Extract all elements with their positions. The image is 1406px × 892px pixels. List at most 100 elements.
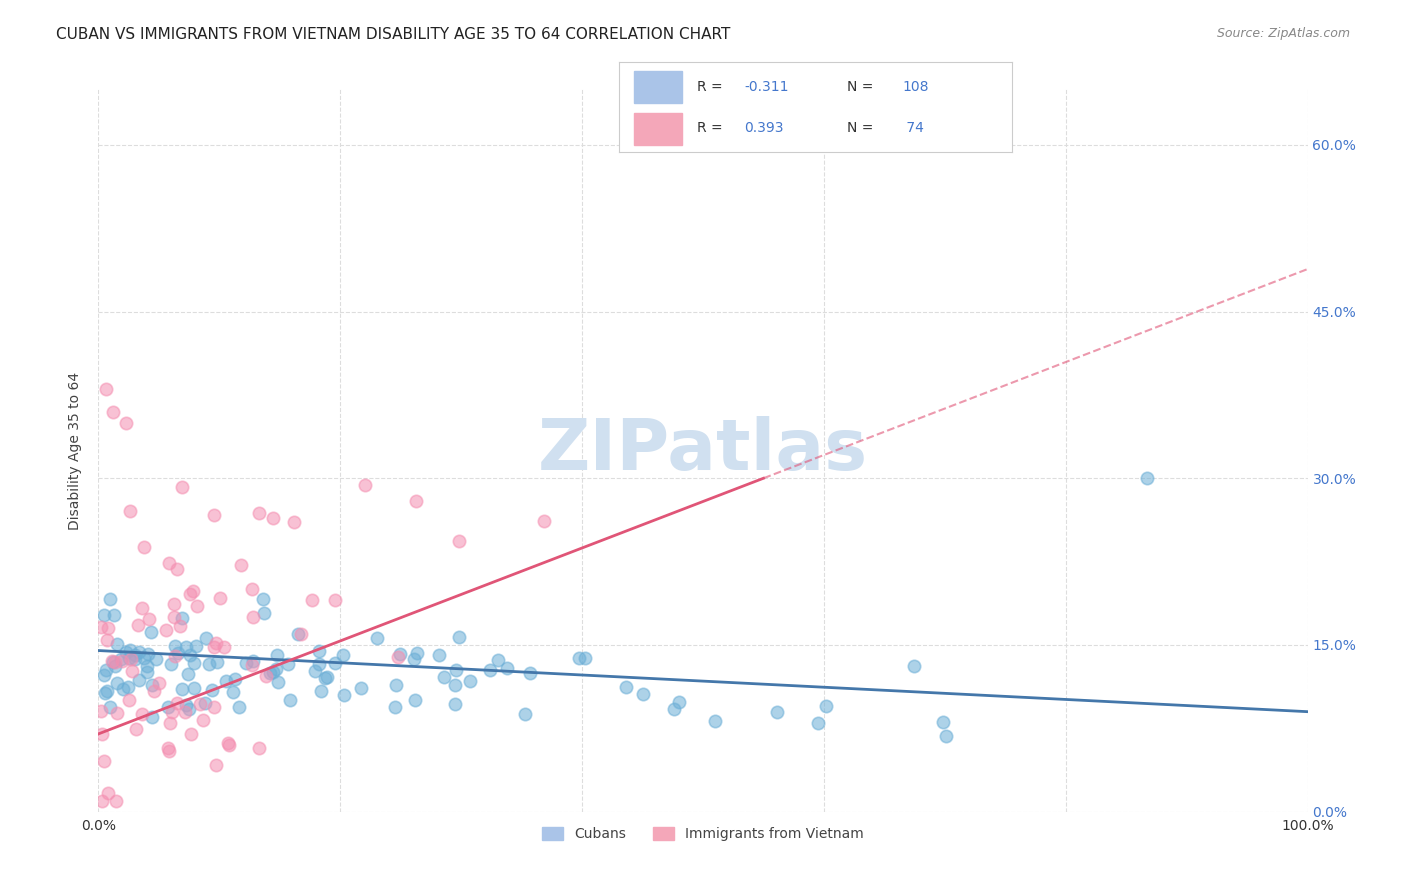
Point [98,592,121,607]
Point [664,702,686,716]
Point [143,683,166,698]
Point [204,635,226,649]
Point [404,693,426,707]
Point [247,506,270,520]
Point [173,705,195,719]
Point [90,704,112,718]
Point [197,657,219,671]
Point [304,664,326,678]
Point [208,591,231,605]
Point [222,685,245,699]
Point [332,648,354,662]
Point [117,680,139,694]
Point [228,699,250,714]
Point [217,735,239,749]
Point [160,657,183,672]
Point [101,404,124,418]
Point [97,621,120,635]
Point [568,650,591,665]
Point [314,671,336,685]
Point [167,647,190,661]
Point [136,647,159,661]
Point [444,697,467,711]
Point [105,637,128,651]
Point [333,689,356,703]
Text: Source: ZipAtlas.com: Source: ZipAtlas.com [1216,27,1350,40]
Point [180,727,202,741]
Point [262,665,284,679]
Point [308,657,330,672]
Point [160,705,183,719]
Point [163,640,186,654]
Point [283,515,305,529]
Text: N =: N = [846,79,877,94]
FancyBboxPatch shape [634,113,682,145]
Point [98,700,121,714]
Point [266,648,288,662]
Point [235,656,257,670]
Point [118,651,141,665]
Point [224,672,246,686]
Point [427,648,450,662]
Text: N =: N = [846,120,877,135]
Point [1135,471,1157,485]
Point [405,646,427,660]
Point [202,508,225,523]
Point [264,662,287,676]
Point [278,692,301,706]
Text: -0.311: -0.311 [745,79,789,94]
Point [166,562,188,576]
Point [384,700,406,714]
Point [183,681,205,695]
Point [191,713,214,727]
Point [136,658,159,673]
Point [166,696,188,710]
Point [515,706,537,721]
Point [174,640,197,654]
Point [215,673,238,688]
Point [186,599,208,613]
Point [903,659,925,673]
Point [194,631,217,645]
Point [105,675,128,690]
Point [204,758,226,772]
Point [765,705,787,719]
Point [308,644,330,658]
Point [105,794,128,808]
Point [496,661,519,675]
Point [385,677,408,691]
Point [486,653,509,667]
Point [614,680,637,694]
Point [96,633,118,648]
Point [240,658,263,673]
Point [267,675,290,690]
Point [104,658,127,673]
Point [90,620,112,634]
Point [387,650,409,665]
Point [93,667,115,681]
Point [145,652,167,666]
Point [96,382,118,396]
Point [170,480,193,494]
Point [668,695,690,709]
Point [290,627,312,641]
Point [177,701,200,715]
Point [118,692,141,706]
Point [194,696,217,710]
Point [277,657,299,671]
Point [389,647,412,661]
Point [115,416,138,430]
Point [815,699,838,714]
Point [105,706,128,721]
Point [444,664,467,678]
Point [157,556,180,570]
Point [201,682,224,697]
Point [350,681,373,695]
Point [323,656,346,670]
FancyBboxPatch shape [634,71,682,103]
Point [323,592,346,607]
Point [247,741,270,756]
Point [479,664,502,678]
Point [141,624,163,639]
Point [96,683,118,698]
